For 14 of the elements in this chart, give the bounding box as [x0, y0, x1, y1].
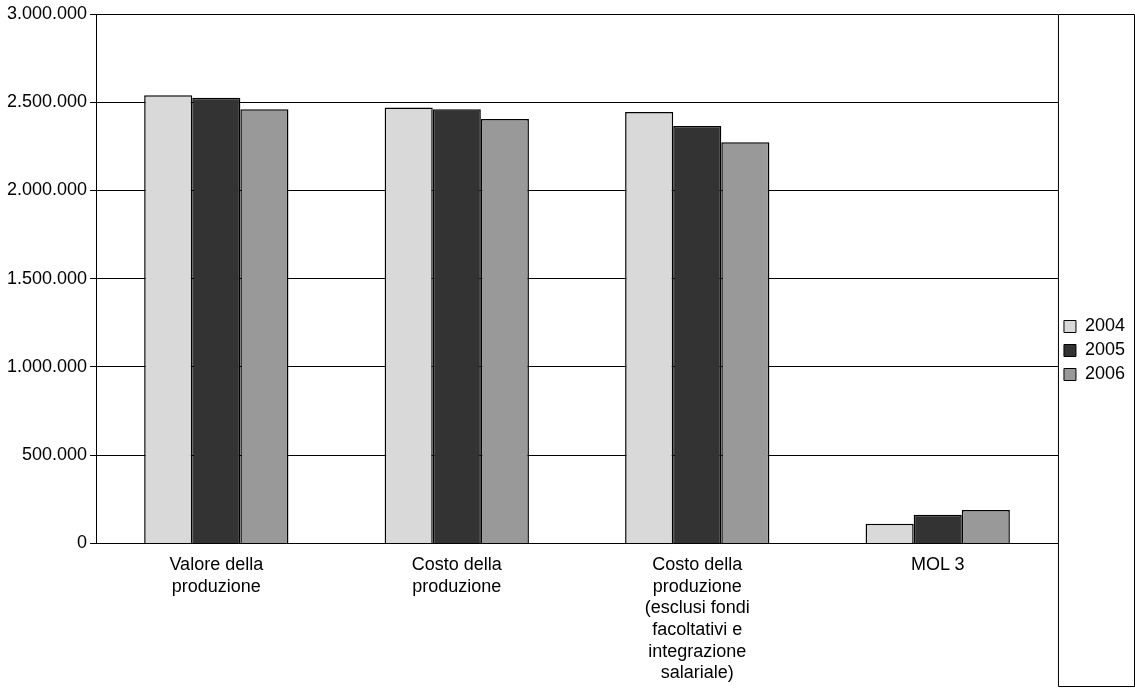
y-tick-label: 2.500.000: [7, 91, 88, 112]
x-tick-label: MOL 3: [911, 554, 965, 575]
x-tick-label: Costo della produzione: [411, 554, 503, 596]
y-tick-label: 500.000: [22, 444, 88, 465]
legend-label: 2004: [1084, 315, 1125, 336]
legend-label: 2005: [1084, 339, 1125, 360]
y-tick-label: 1.500.000: [7, 267, 88, 288]
y-tick-label: 0: [77, 532, 88, 553]
x-tick-label: Valore della produzione: [169, 554, 265, 596]
y-tick-label: 1.000.000: [7, 355, 88, 376]
y-tick-label: 2.000.000: [7, 179, 88, 200]
y-tick-label: 3.000.000: [7, 2, 88, 23]
x-tick-label: Costo della produzione (esclusi fondi facoltativi e integrazione salariale): [644, 554, 750, 683]
legend-label: 2006: [1084, 363, 1125, 384]
